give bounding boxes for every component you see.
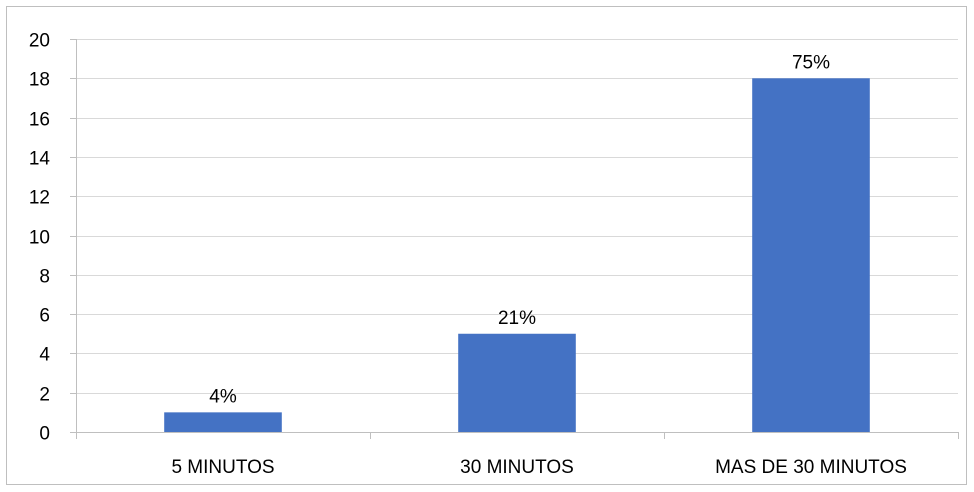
- y-tick-label-18: 18: [29, 70, 50, 91]
- y-tick-label-6: 6: [39, 306, 50, 327]
- y-tick-label-20: 20: [29, 31, 50, 52]
- x-category-label-1: 5 MINUTOS: [171, 457, 274, 478]
- x-category-label-3: MAS DE 30 MINUTOS: [715, 457, 907, 478]
- bar-3: [752, 78, 870, 433]
- y-tick-label-8: 8: [39, 267, 50, 288]
- labels: 0 2 4 6 8 10 12 14 16 18 20 4% 5 MINUTOS 21% 30 MINUTO…: [29, 31, 907, 479]
- bar-1: [164, 412, 282, 432]
- data-label-1: 4%: [209, 386, 237, 407]
- y-tick-label-12: 12: [29, 188, 50, 209]
- y-tick-label-10: 10: [29, 228, 50, 249]
- bar-2: [458, 333, 576, 432]
- data-label-2: 21%: [498, 308, 536, 329]
- data-label-3: 75%: [792, 52, 830, 73]
- y-tick-label-0: 0: [39, 424, 50, 445]
- y-tick-label-14: 14: [29, 149, 51, 170]
- bars: [164, 78, 870, 433]
- x-category-label-2: 30 MINUTOS: [460, 457, 574, 478]
- axes: [70, 39, 959, 439]
- y-tick-label-4: 4: [39, 345, 50, 366]
- y-tick-label-16: 16: [29, 110, 50, 131]
- y-tick-label-2: 2: [39, 385, 50, 406]
